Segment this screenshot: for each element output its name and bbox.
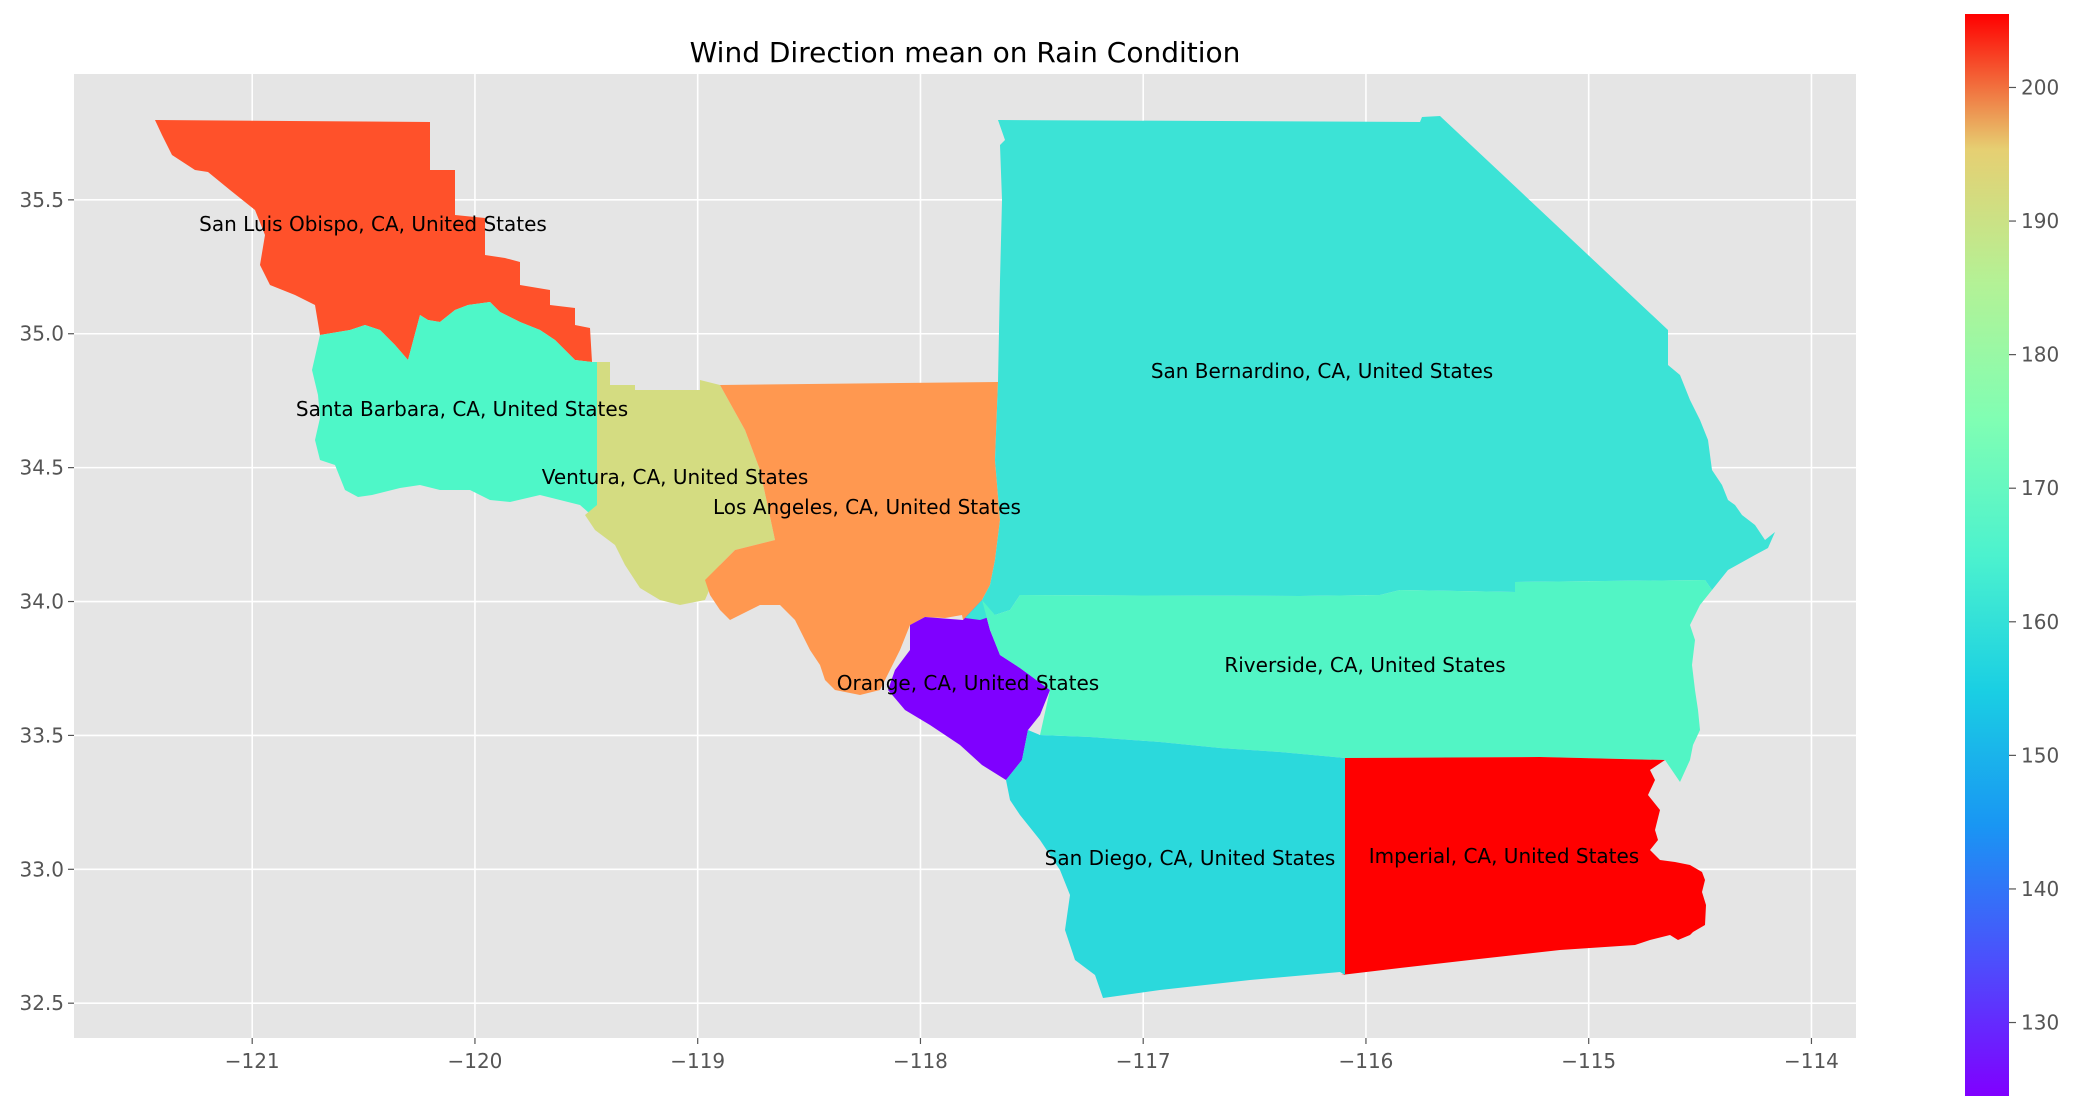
region-san-bernardino (965, 116, 1775, 620)
colorbar-ticks: 130 140 150 160 170 180 190 200 (2009, 75, 2059, 1035)
colorbar-tick-label: 130 (2021, 1011, 2059, 1035)
region-imperial (1341, 757, 1706, 975)
colorbar-tick-label: 170 (2021, 476, 2059, 500)
colorbar-tick-label: 180 (2021, 343, 2059, 367)
label-san-luis-obispo: San Luis Obispo, CA, United States (199, 212, 547, 236)
region-orange (888, 600, 1050, 780)
label-los-angeles: Los Angeles, CA, United States (713, 495, 1021, 519)
colorbar-tick-label: 190 (2021, 209, 2059, 233)
label-san-bernardino: San Bernardino, CA, United States (1151, 359, 1493, 383)
y-tick-label: 33.0 (19, 857, 64, 881)
region-los-angeles (705, 382, 1000, 695)
colorbar-tick-label: 150 (2021, 743, 2059, 767)
x-axis-ticks: −121 −120 −119 −118 −117 −116 −115 −114 (225, 1038, 1839, 1073)
x-tick-label: −117 (1116, 1049, 1171, 1073)
x-tick-label: −114 (1784, 1049, 1839, 1073)
colorbar-tick-label: 140 (2021, 877, 2059, 901)
x-tick-label: −119 (670, 1049, 725, 1073)
x-tick-label: −115 (1561, 1049, 1616, 1073)
region-santa-barbara (312, 302, 597, 520)
y-tick-label: 34.0 (19, 590, 64, 614)
y-tick-label: 35.5 (19, 188, 64, 212)
y-tick-label: 34.5 (19, 456, 64, 480)
label-santa-barbara: Santa Barbara, CA, United States (296, 397, 628, 421)
y-tick-label: 35.0 (19, 322, 64, 346)
x-tick-label: −121 (225, 1049, 280, 1073)
y-tick-label: 33.5 (19, 723, 64, 747)
y-tick-label: 32.5 (19, 991, 64, 1015)
chart-title: Wind Direction mean on Rain Condition (690, 36, 1241, 69)
colorbar-tick-label: 160 (2021, 610, 2059, 634)
region-riverside (982, 580, 1712, 782)
colorbar-tick-label: 200 (2021, 75, 2059, 99)
colorbar (1965, 14, 2009, 1096)
region-labels: San Luis Obispo, CA, United States Santa… (199, 212, 1639, 870)
label-ventura: Ventura, CA, United States (542, 465, 809, 489)
x-tick-label: −118 (893, 1049, 948, 1073)
region-layer (155, 116, 1775, 998)
label-san-diego: San Diego, CA, United States (1045, 846, 1336, 870)
y-axis-ticks: 32.5 33.0 33.5 34.0 34.5 35.0 35.5 (19, 188, 74, 1015)
label-orange: Orange, CA, United States (837, 671, 1099, 695)
label-imperial: Imperial, CA, United States (1369, 844, 1639, 868)
region-san-diego (1006, 730, 1345, 998)
label-riverside: Riverside, CA, United States (1224, 653, 1505, 677)
region-ventura (585, 362, 775, 605)
x-tick-label: −120 (447, 1049, 502, 1073)
x-tick-label: −116 (1338, 1049, 1393, 1073)
region-san-luis-obispo (155, 120, 592, 362)
